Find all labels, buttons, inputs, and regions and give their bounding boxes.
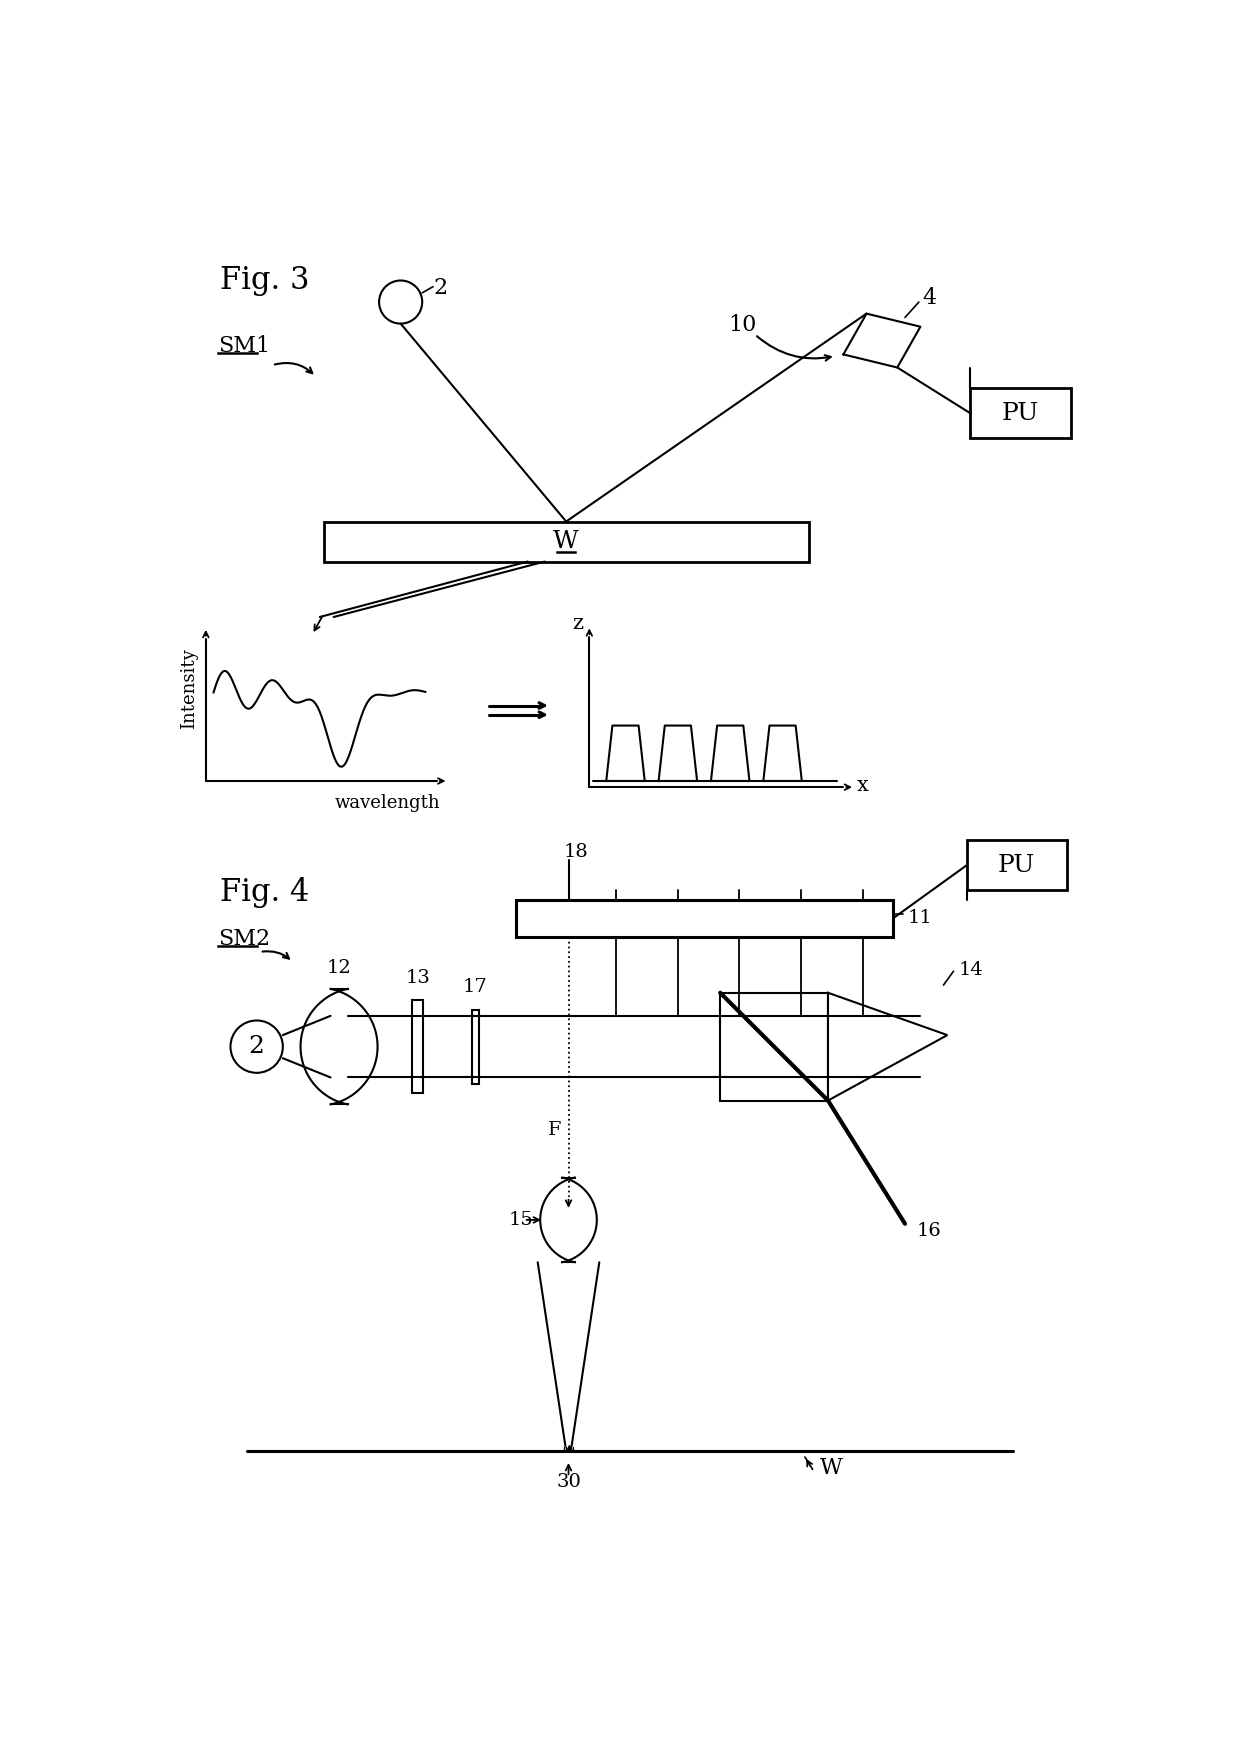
Text: W: W	[821, 1457, 843, 1478]
Text: Fig. 3: Fig. 3	[219, 266, 309, 296]
Text: 13: 13	[405, 968, 430, 987]
Text: Fig. 4: Fig. 4	[219, 876, 309, 908]
Text: F: F	[548, 1121, 562, 1139]
Bar	[720, 993, 828, 1100]
Polygon shape	[843, 313, 920, 368]
Text: 30: 30	[556, 1473, 582, 1491]
Text: wavelength: wavelength	[335, 794, 440, 811]
Bar	[412, 1000, 423, 1093]
Polygon shape	[828, 993, 947, 1100]
Text: 11: 11	[908, 910, 932, 928]
Text: x: x	[857, 776, 868, 796]
Bar	[967, 840, 1066, 891]
Text: PU: PU	[1002, 401, 1039, 424]
Text: SM2: SM2	[218, 928, 270, 950]
Text: 14: 14	[959, 961, 983, 979]
Text: z: z	[572, 614, 583, 632]
Text: 2: 2	[434, 276, 448, 299]
Text: Intensity: Intensity	[180, 648, 198, 729]
Bar	[971, 389, 1070, 438]
Text: 15: 15	[508, 1211, 533, 1228]
Text: W: W	[553, 530, 579, 553]
Bar	[324, 521, 808, 561]
Text: 16: 16	[916, 1223, 941, 1241]
Text: 10: 10	[728, 313, 756, 336]
Bar	[472, 1010, 479, 1084]
Text: 2: 2	[249, 1035, 264, 1058]
Text: 17: 17	[463, 979, 487, 996]
Text: 12: 12	[326, 959, 351, 977]
Bar	[516, 899, 894, 936]
Text: 4: 4	[923, 287, 936, 310]
Text: 18: 18	[564, 843, 589, 861]
Text: PU: PU	[998, 854, 1035, 876]
Text: SM1: SM1	[218, 334, 270, 357]
